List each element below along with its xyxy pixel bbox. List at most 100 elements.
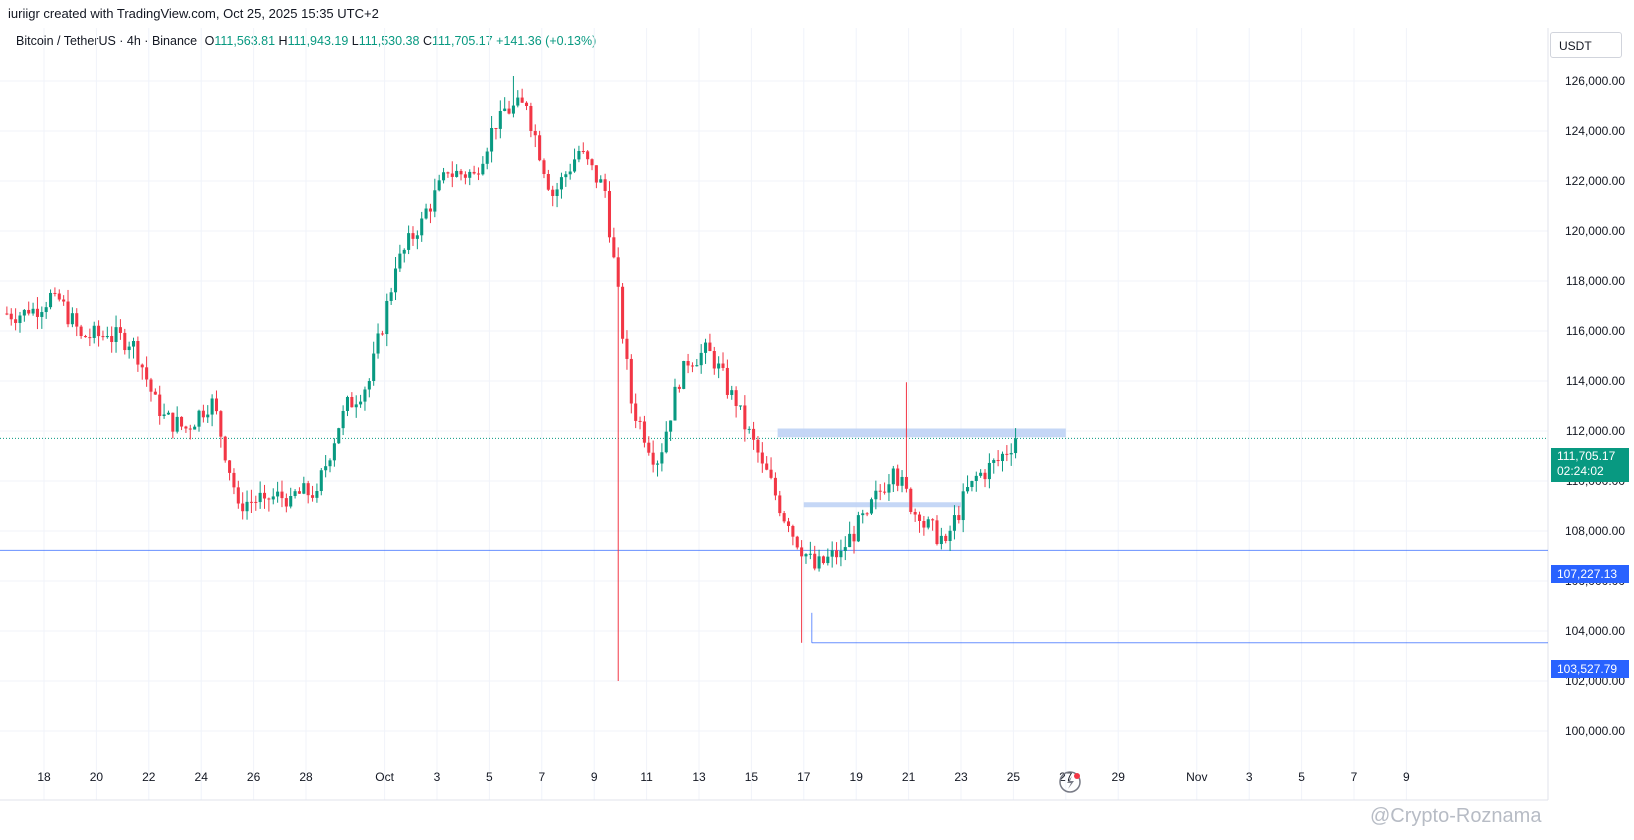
candle-body [197, 410, 201, 427]
price-tick-label: 120,000.00 [1565, 224, 1625, 238]
candle-body [765, 463, 769, 470]
candle-body [92, 325, 96, 338]
candle-body [249, 501, 253, 503]
candle-body [926, 519, 930, 528]
candle-body [236, 487, 240, 504]
candle-body [245, 501, 249, 512]
candle-body [896, 468, 900, 486]
candle-body [206, 414, 210, 418]
candle-body [625, 338, 629, 359]
open-label: O [204, 34, 215, 48]
candle-body [542, 160, 546, 175]
candle-body [987, 462, 991, 480]
candle-body [424, 208, 428, 219]
candle-body [568, 171, 572, 175]
candle-body [555, 189, 559, 196]
candle-body [324, 466, 328, 471]
candle-body [760, 452, 764, 464]
candle-body [131, 341, 136, 347]
candle-body [293, 491, 297, 496]
candle-body [450, 173, 454, 177]
candle-body [62, 299, 66, 302]
candle-body [442, 172, 446, 181]
candle-body [44, 307, 48, 313]
last-price-tag: 111,705.17 02:24:02 [1551, 448, 1629, 482]
candle-body [193, 426, 197, 430]
date-tick-label: 9 [1403, 770, 1410, 784]
candle-body [297, 491, 301, 494]
candle-body [717, 363, 721, 369]
candle-body [446, 172, 450, 174]
price-tick-label: 118,000.00 [1566, 274, 1625, 288]
date-tick-label: 22 [142, 770, 156, 784]
date-tick-label: 20 [90, 770, 104, 784]
price-ticks: 126,000.00 124,000.00 122,000.00 120,000.00… [1565, 74, 1625, 738]
candle-body [813, 553, 817, 569]
candle-body [966, 487, 970, 492]
candle-body [9, 313, 13, 320]
candle-body [127, 346, 131, 351]
candle-body [105, 336, 109, 338]
candle-body [223, 436, 227, 461]
candle-body [612, 237, 616, 258]
candle-body [40, 312, 44, 317]
candle-body [57, 293, 61, 300]
candle-body [145, 367, 149, 380]
candle-body [769, 469, 773, 478]
candle-body [114, 327, 118, 343]
candle-body [284, 498, 288, 507]
candle-body [642, 421, 646, 443]
zone-rect [803, 502, 961, 508]
candle-body [843, 547, 847, 551]
candle-body [389, 292, 393, 301]
candle-body [468, 171, 472, 178]
date-tick-label: Oct [375, 770, 394, 784]
candle-body [380, 333, 384, 335]
candle-body [494, 127, 498, 129]
candle-body [415, 235, 419, 239]
candle-body [913, 511, 917, 515]
candle-body [974, 475, 978, 481]
candle-body [730, 390, 734, 395]
candle-body [490, 127, 494, 152]
candle-body [738, 405, 743, 407]
currency-unit-button[interactable]: USDT [1550, 32, 1622, 58]
candle-body [952, 515, 956, 531]
candle-body [708, 342, 712, 351]
candle-body [629, 358, 633, 404]
candle-body [311, 495, 315, 498]
candle-body [481, 163, 485, 175]
candle-body [1005, 453, 1009, 455]
candle-body [258, 492, 262, 503]
date-tick-label: 19 [850, 770, 864, 784]
change-value: +141.36 (+0.13%) [496, 34, 597, 48]
candle-body [367, 381, 371, 390]
candle-body [970, 481, 974, 488]
price-tick-label: 100,000.00 [1565, 724, 1625, 738]
price-tick-label: 116,000.00 [1566, 324, 1625, 338]
candle-body [1000, 453, 1005, 461]
candle-body [140, 364, 144, 368]
candle-body [136, 341, 140, 365]
candle-body [948, 530, 952, 541]
date-tick-label: 17 [797, 770, 811, 784]
date-tick-label: 13 [692, 770, 706, 784]
candle-body [821, 556, 825, 564]
replay-icon[interactable] [1059, 771, 1081, 793]
candle-body [118, 327, 122, 333]
date-tick-label: 9 [591, 770, 598, 784]
candle-body [529, 106, 533, 131]
candle-body [634, 403, 638, 421]
candle-body [271, 496, 275, 500]
candle-body [861, 513, 865, 516]
candle-body [564, 174, 568, 178]
candle-body [677, 386, 681, 389]
candle-body [123, 332, 127, 351]
candle-body [262, 492, 267, 499]
candle-body [411, 233, 415, 239]
candle-body [463, 174, 467, 178]
candle-body [332, 443, 336, 461]
candle-body [498, 111, 502, 129]
zone-rect [777, 428, 1066, 438]
